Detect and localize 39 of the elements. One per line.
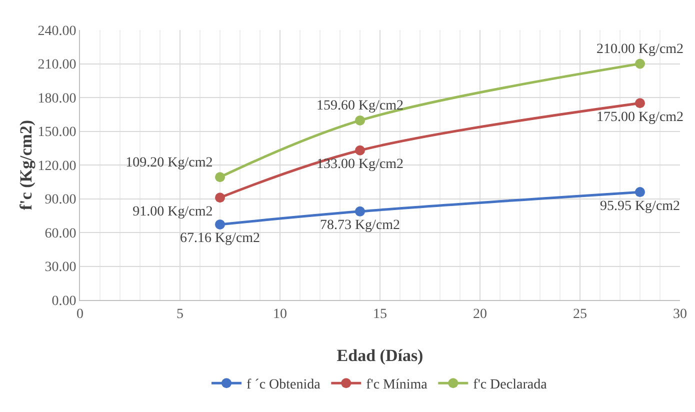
y-tick-label: 90.00 [44,192,76,208]
data-label: 210.00 Kg/cm2 [596,42,684,57]
x-tick-label: 30 [673,306,687,322]
legend-label: f ´c Obtenida [246,378,322,393]
point [635,58,645,69]
y-tick-label: 0.00 [52,294,76,309]
x-tick-label: 0 [76,306,84,322]
point [355,206,365,216]
y-tick-label: 120.00 [38,158,76,174]
y-tick-label: 150.00 [38,125,76,140]
y-tick-label: 30.00 [44,260,76,276]
x-tick-label: 5 [176,306,184,322]
point [215,192,225,203]
legend-label: f'c Mínima [366,378,428,393]
y-axis-title: f'c (Kg/cm2) [16,120,36,210]
x-axis-title: Edad (Días) [336,346,424,365]
x-tick-label: 15 [373,306,387,322]
point [215,172,225,182]
data-label: 109.20 Kg/cm2 [126,155,213,170]
point [635,187,645,198]
data-label: 133.00 Kg/cm2 [316,157,404,172]
point [635,98,645,108]
point [355,145,365,156]
data-label: 175.00 Kg/cm2 [596,110,684,125]
x-tick-label: 10 [273,306,287,322]
x-tick-label: 25 [573,306,587,322]
y-tick-label: 60.00 [44,226,76,242]
data-label: 91.00 Kg/cm2 [132,204,213,220]
x-tick-label: 20 [473,306,487,322]
y-tick-label: 240.00 [38,24,76,39]
y-tick-label: 210.00 [38,58,76,73]
legend-label: f'c Declarada [473,378,548,393]
data-label: 78.73 Kg/cm2 [320,218,400,234]
data-label: 159.60 Kg/cm2 [316,98,404,114]
data-label: 67.16 Kg/cm2 [180,231,260,246]
data-label: 95.95 Kg/cm2 [600,198,680,214]
point [355,115,365,126]
y-tick-label: 180.00 [38,91,76,106]
point [215,219,225,230]
